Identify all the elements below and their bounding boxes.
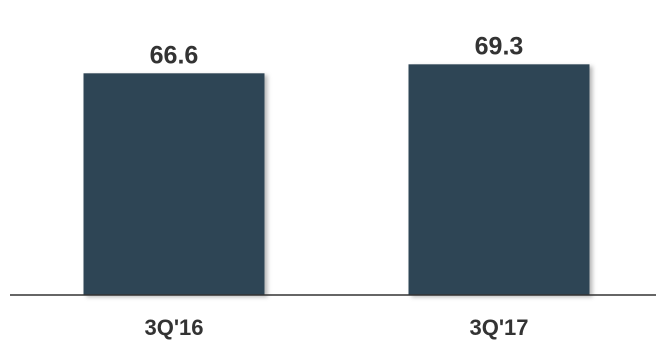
bars-layer [83, 64, 590, 296]
bar-1 [83, 73, 265, 295]
data-label-2: 69.3 [475, 32, 524, 60]
x-tick-label-1: 3Q'16 [144, 315, 203, 340]
bar-2 [408, 64, 590, 296]
labels-layer: 66.6 3Q'16 69.3 3Q'17 [144, 32, 528, 340]
x-tick-label-2: 3Q'17 [469, 315, 528, 340]
data-label-1: 66.6 [150, 41, 199, 69]
